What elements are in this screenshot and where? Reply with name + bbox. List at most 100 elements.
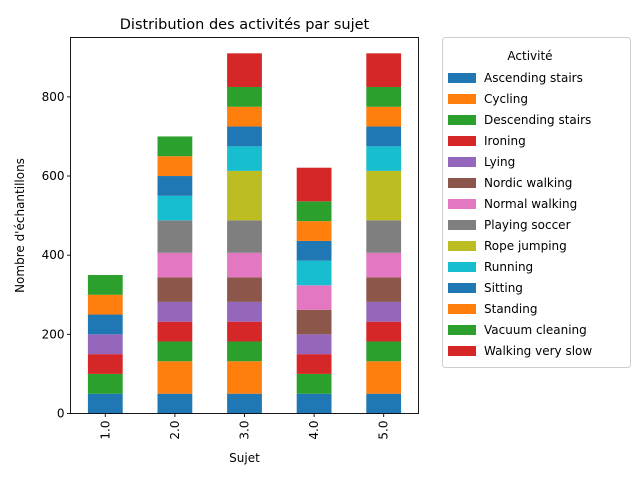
bar-segment xyxy=(366,126,402,147)
bar-segment xyxy=(227,361,262,394)
bar-segment xyxy=(296,309,332,335)
bar-segment xyxy=(227,126,262,147)
bar-segment xyxy=(366,341,402,362)
bar-segment xyxy=(227,277,262,302)
bar-segment xyxy=(296,334,332,355)
x-axis-label: Sujet xyxy=(229,451,260,465)
legend-label: Ironing xyxy=(484,134,526,148)
legend-items: Ascending stairs Cycling Descending stairs… xyxy=(448,71,592,358)
bar-segment xyxy=(366,220,402,253)
legend-label: Ascending stairs xyxy=(484,71,583,85)
y-tick-label: 800 xyxy=(42,90,65,104)
legend-label: Normal walking xyxy=(484,197,577,211)
bar-segment xyxy=(296,285,332,310)
legend-swatch xyxy=(448,241,476,251)
y-tick-label: 600 xyxy=(42,169,65,183)
x-axis: 1.0 2.0 3.0 4.0 5.0 xyxy=(98,413,391,440)
legend-label: Vacuum cleaning xyxy=(484,323,587,337)
legend: Activité Ascending stairs Cycling Descendi… xyxy=(442,37,631,368)
x-tick-label: 3.0 xyxy=(238,421,252,440)
legend-label: Cycling xyxy=(484,92,528,106)
legend-label: Walking very slow xyxy=(484,344,592,358)
y-axis: 0 200 400 600 800 xyxy=(42,90,71,421)
bar-segment xyxy=(227,86,262,107)
legend-label: Running xyxy=(484,260,533,274)
x-tick-label: 2.0 xyxy=(168,421,182,440)
bar-segment xyxy=(296,354,332,374)
bar-segment xyxy=(87,373,123,394)
bar-segment xyxy=(296,167,332,202)
legend-swatch xyxy=(448,115,476,125)
bar-segment xyxy=(157,252,193,278)
bar-segment xyxy=(87,334,123,355)
legend-label: Rope jumping xyxy=(484,239,567,253)
legend-label: Sitting xyxy=(484,281,523,295)
bar-segment xyxy=(366,86,402,107)
bar-segment xyxy=(87,274,123,295)
legend-swatch xyxy=(448,325,476,335)
bar-segment xyxy=(366,393,402,414)
bar-segment xyxy=(87,393,123,414)
bar-segment xyxy=(87,354,123,374)
bar-segment xyxy=(157,277,193,302)
legend-swatch xyxy=(448,262,476,272)
bar-segment xyxy=(157,321,193,342)
bar-segment xyxy=(227,321,262,342)
y-tick-label: 200 xyxy=(42,327,65,341)
bar-segment xyxy=(227,252,262,278)
bar-segment xyxy=(227,393,262,414)
legend-label: Standing xyxy=(484,302,537,316)
legend-label: Descending stairs xyxy=(484,113,591,127)
legend-swatch xyxy=(448,136,476,146)
bar-segment xyxy=(227,106,262,127)
bar-segment xyxy=(296,260,332,286)
bar-segment xyxy=(87,294,123,315)
legend-label: Nordic walking xyxy=(484,176,572,190)
legend-frame xyxy=(442,37,631,368)
legend-swatch xyxy=(448,157,476,167)
legend-swatch xyxy=(448,199,476,209)
legend-swatch xyxy=(448,178,476,188)
bar-segment xyxy=(296,373,332,394)
legend-swatch xyxy=(448,283,476,293)
legend-label: Playing soccer xyxy=(484,218,571,232)
bar-segment xyxy=(157,301,193,322)
bar-segment xyxy=(366,252,402,278)
bar-segment xyxy=(366,106,402,127)
bar-segment xyxy=(227,220,262,253)
x-tick-label: 1.0 xyxy=(98,421,112,440)
legend-label: Lying xyxy=(484,155,515,169)
y-tick-label: 0 xyxy=(57,407,65,421)
bar-segment xyxy=(296,393,332,414)
legend-swatch xyxy=(448,304,476,314)
bar-segment xyxy=(227,146,262,171)
bar-segment xyxy=(157,156,193,177)
chart-title: Distribution des activités par sujet xyxy=(120,17,370,33)
bar-segment xyxy=(157,220,193,253)
plot-area xyxy=(87,53,402,414)
bar-segment xyxy=(296,240,332,261)
legend-swatch xyxy=(448,346,476,356)
bar-segment xyxy=(366,321,402,342)
bar-segment xyxy=(366,146,402,171)
bar-segment xyxy=(87,314,123,335)
bar-segment xyxy=(157,393,193,414)
bar-segment xyxy=(366,301,402,322)
legend-swatch xyxy=(448,94,476,104)
bar-segment xyxy=(296,221,332,241)
y-axis-label: Nombre d'échantillons xyxy=(13,158,27,293)
bar-segment xyxy=(366,277,402,302)
bar-segment xyxy=(157,195,193,221)
bar-segment xyxy=(157,361,193,394)
bar-segment xyxy=(157,176,193,196)
bar-segment xyxy=(157,341,193,362)
bar-segment xyxy=(227,170,262,221)
bar-segment xyxy=(366,53,402,87)
y-tick-label: 400 xyxy=(42,248,65,262)
x-tick-label: 5.0 xyxy=(377,421,391,440)
bar-segment xyxy=(296,201,332,222)
bar-segment xyxy=(366,170,402,221)
bar-segment xyxy=(227,341,262,362)
